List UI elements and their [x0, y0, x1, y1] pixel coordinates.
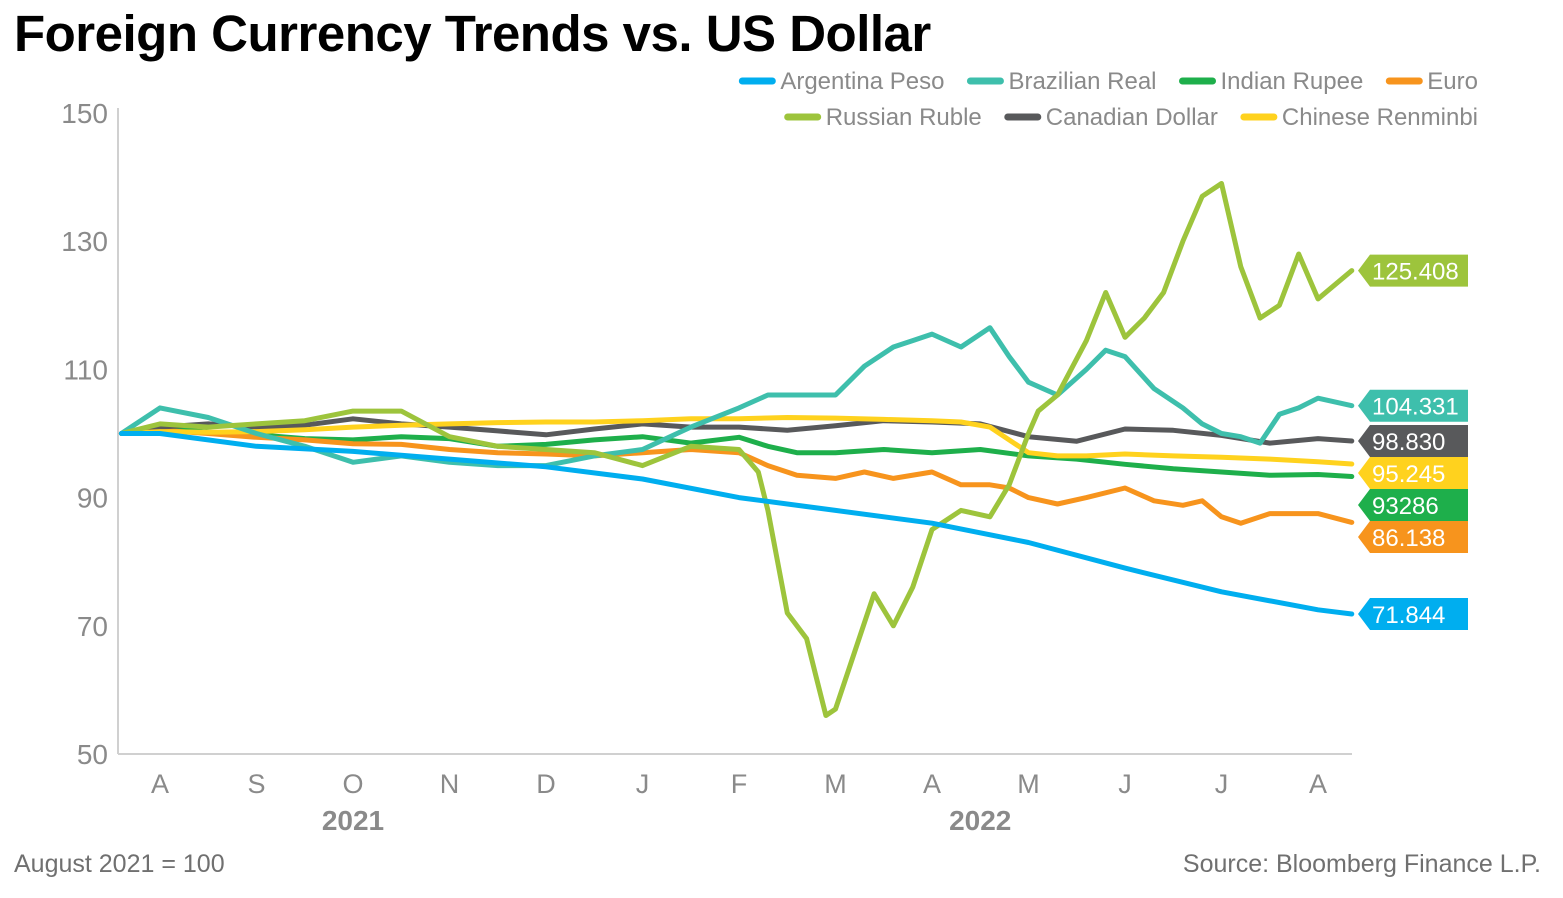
legend-label: Indian Rupee [1221, 68, 1364, 95]
chart-source: Source: Bloomberg Finance L.P. [1182, 850, 1541, 878]
end-value-label: 125.408 [1372, 259, 1459, 286]
y-tick-label: 150 [61, 98, 108, 129]
series-line-chinese-renminbi [118, 415, 1355, 467]
x-tick-label: N [440, 769, 460, 799]
end-value-tag [1358, 488, 1468, 521]
end-value-label: 93286 [1372, 493, 1439, 520]
series-line-euro [118, 427, 1355, 526]
x-tick-label: J [636, 769, 650, 799]
x-tick-label: J [1118, 769, 1132, 799]
end-value-label: 95.245 [1372, 461, 1445, 488]
x-tick-label: S [247, 769, 265, 799]
chart-title: Foreign Currency Trends vs. US Dollar [14, 5, 931, 62]
x-tick-label: O [342, 769, 363, 799]
legend-label: Brazilian Real [1008, 68, 1156, 95]
x-tick-label: M [1017, 769, 1040, 799]
end-value-label: 98.830 [1372, 429, 1445, 456]
legend-label: Argentina Peso [780, 68, 944, 95]
x-tick-label: J [1215, 769, 1229, 799]
x-tick-label: A [923, 769, 941, 799]
series-line-canadian-dollar [118, 416, 1355, 446]
y-tick-label: 70 [77, 611, 108, 642]
legend-label: Russian Ruble [826, 104, 982, 131]
legend-label: Chinese Renminbi [1282, 104, 1478, 131]
x-tick-label: D [536, 769, 556, 799]
end-value-label: 71.844 [1372, 602, 1445, 629]
legend-label: Euro [1427, 68, 1478, 95]
end-value-tag [1358, 520, 1468, 553]
x-tick-label: M [824, 769, 847, 799]
x-tick-label: F [731, 769, 748, 799]
chart-footnote: August 2021 = 100 [14, 850, 225, 878]
series-line-argentina-peso [118, 431, 1355, 617]
y-tick-label: 130 [61, 226, 108, 257]
end-value-tag [1358, 597, 1468, 630]
x-tick-label: A [151, 769, 169, 799]
y-tick-label: 90 [77, 483, 108, 514]
legend-label: Canadian Dollar [1046, 104, 1218, 131]
x-tick-label: A [1309, 769, 1327, 799]
series-line-brazilian-real [118, 325, 1355, 469]
x-year-label: 2021 [322, 805, 384, 836]
end-value-tag [1358, 254, 1468, 287]
x-year-label: 2022 [949, 805, 1011, 836]
y-tick-label: 50 [77, 739, 108, 770]
y-tick-label: 110 [63, 354, 108, 385]
end-value-label: 86.138 [1372, 525, 1445, 552]
end-value-label: 104.331 [1372, 394, 1459, 421]
end-value-tag [1358, 424, 1468, 457]
end-value-tag [1358, 456, 1468, 489]
series-line-russian-ruble [118, 181, 1355, 718]
end-value-tag [1358, 389, 1468, 422]
series-line-indian-rupee [118, 424, 1355, 479]
